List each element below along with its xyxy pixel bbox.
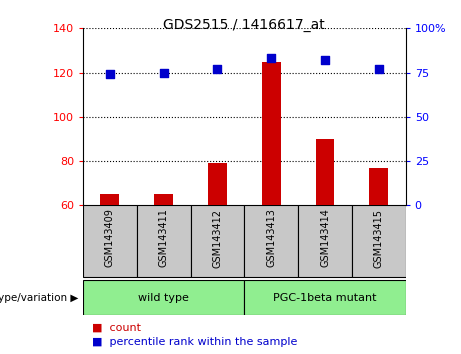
Bar — [137, 205, 190, 277]
Bar — [83, 205, 137, 277]
Text: ■  count: ■ count — [92, 322, 141, 332]
Bar — [100, 194, 119, 205]
Bar — [190, 205, 244, 277]
Text: ■  percentile rank within the sample: ■ percentile rank within the sample — [92, 337, 297, 347]
Bar — [244, 205, 298, 277]
Point — [267, 56, 275, 61]
Bar — [208, 163, 227, 205]
Text: GSM143414: GSM143414 — [320, 209, 330, 268]
Text: GSM143409: GSM143409 — [105, 209, 115, 268]
Bar — [298, 205, 352, 277]
Text: GSM143413: GSM143413 — [266, 209, 276, 268]
Text: GDS2515 / 1416617_at: GDS2515 / 1416617_at — [164, 18, 325, 32]
Point — [106, 72, 113, 77]
Text: PGC-1beta mutant: PGC-1beta mutant — [273, 292, 377, 303]
Text: wild type: wild type — [138, 292, 189, 303]
Bar — [244, 280, 406, 315]
Bar — [83, 280, 244, 315]
Bar — [369, 168, 388, 205]
Text: GSM143415: GSM143415 — [374, 209, 384, 268]
Bar — [262, 62, 281, 205]
Text: GSM143412: GSM143412 — [213, 209, 223, 268]
Bar — [352, 205, 406, 277]
Bar — [316, 139, 334, 205]
Text: genotype/variation ▶: genotype/variation ▶ — [0, 292, 78, 303]
Point — [160, 70, 167, 75]
Point — [375, 66, 383, 72]
Point — [214, 66, 221, 72]
Text: GSM143411: GSM143411 — [159, 209, 169, 268]
Point — [321, 57, 329, 63]
Bar — [154, 194, 173, 205]
